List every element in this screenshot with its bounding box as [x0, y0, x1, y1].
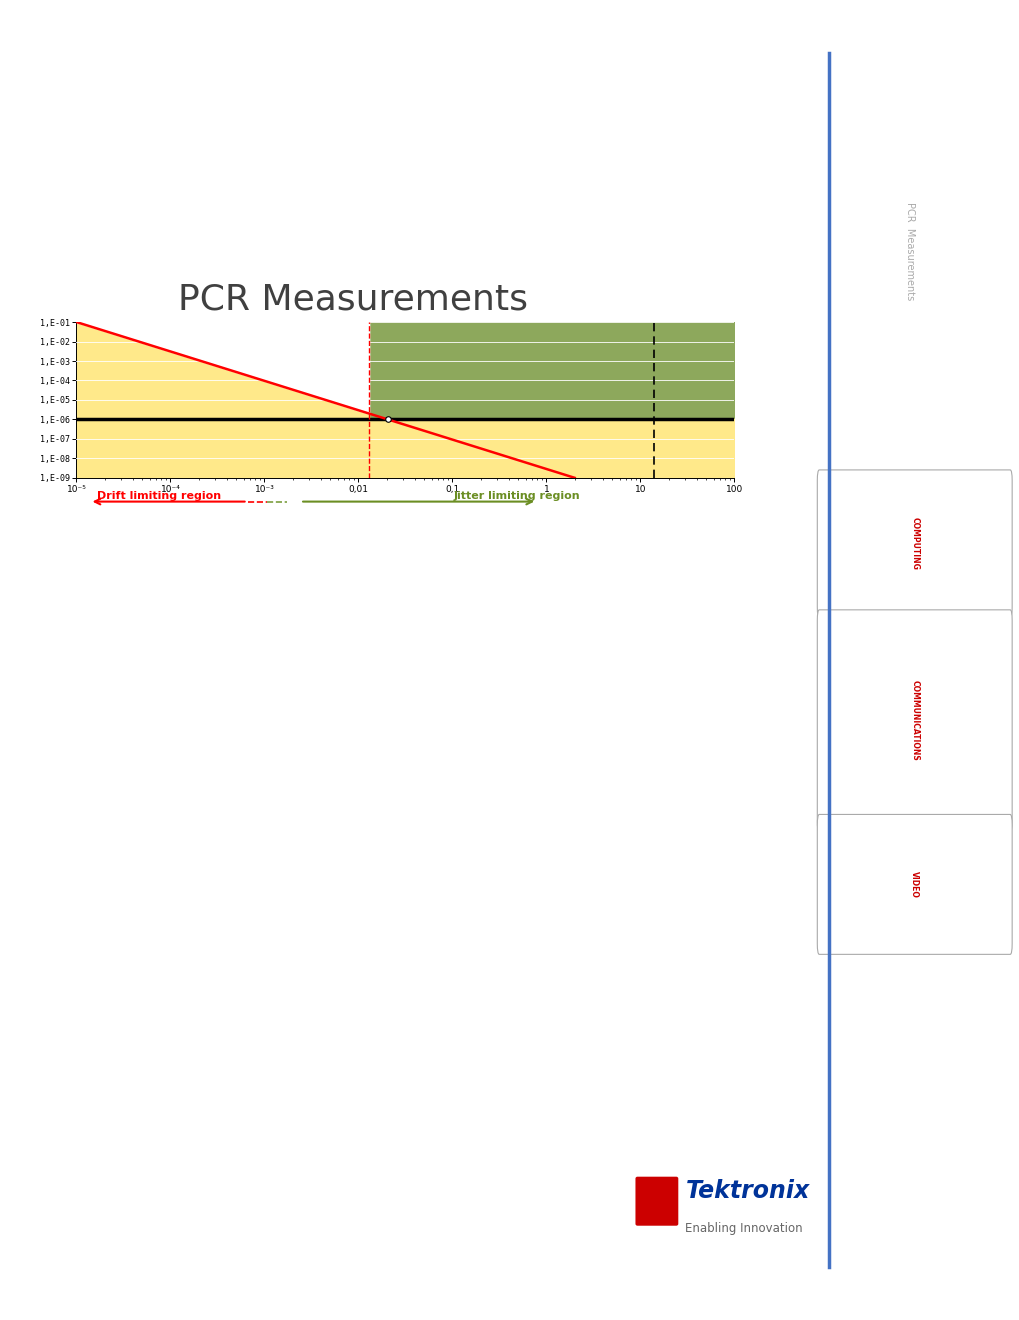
Text: Tektronix: Tektronix: [685, 1179, 809, 1203]
Text: PCR  Measurements: PCR Measurements: [904, 202, 914, 300]
FancyBboxPatch shape: [816, 470, 1011, 618]
FancyBboxPatch shape: [816, 814, 1011, 954]
Text: Enabling Innovation: Enabling Innovation: [685, 1222, 802, 1236]
Text: Drift limiting region: Drift limiting region: [97, 491, 221, 502]
Text: Jitter limiting region: Jitter limiting region: [453, 491, 580, 502]
Text: COMPUTING: COMPUTING: [909, 517, 918, 570]
FancyBboxPatch shape: [635, 1176, 678, 1226]
Text: VIDEO: VIDEO: [909, 871, 918, 898]
Text: COMMUNICATIONS: COMMUNICATIONS: [909, 680, 918, 762]
Text: PCR Measurements: PCR Measurements: [178, 282, 528, 317]
FancyBboxPatch shape: [816, 610, 1011, 832]
